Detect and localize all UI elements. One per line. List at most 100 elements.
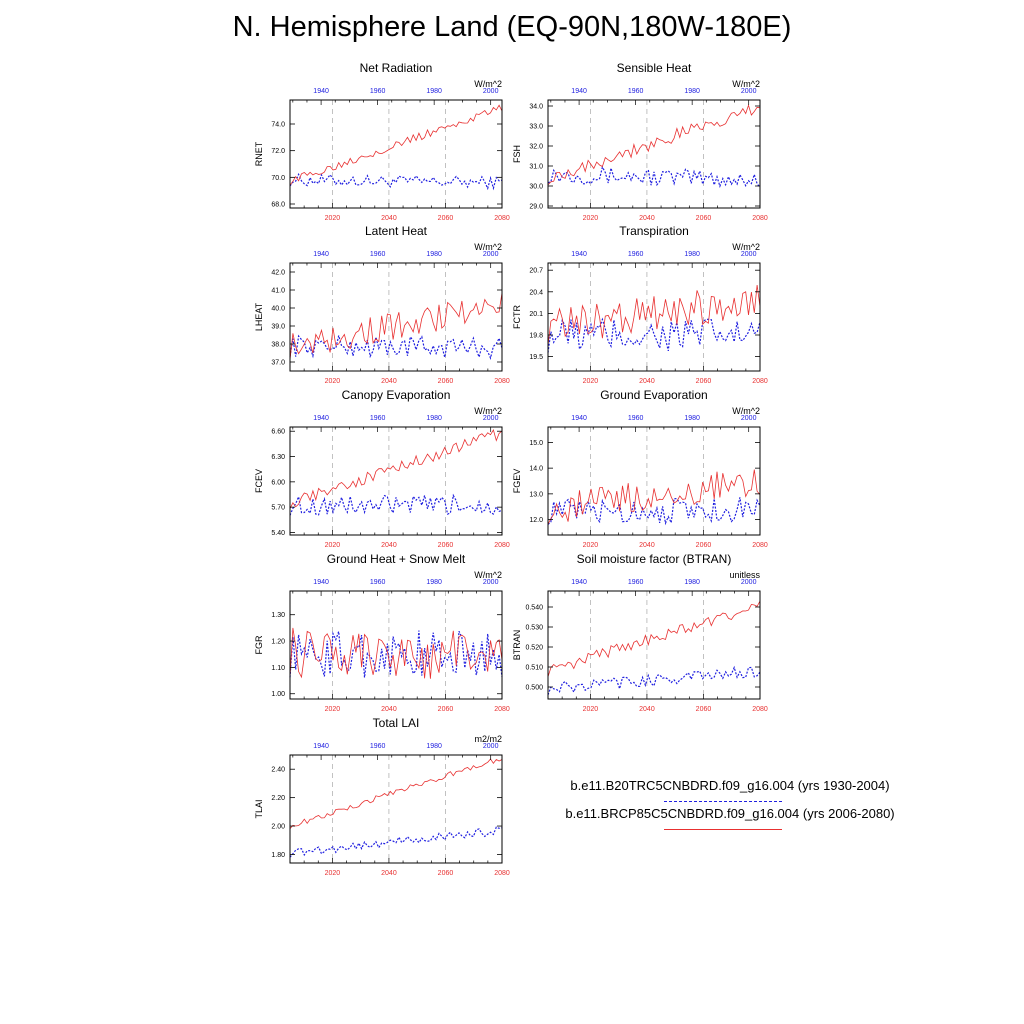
x-tick-label-future: 2020: [325, 706, 341, 713]
series-historical: [289, 630, 503, 678]
y-tick-label: 68.0: [271, 202, 285, 209]
x-tick-label-historical: 1980: [426, 88, 442, 95]
y-tick-label: 33.0: [529, 124, 543, 131]
y-tick-label: 2.40: [271, 767, 285, 774]
series-future: [289, 627, 503, 679]
y-tick-label: 0.510: [525, 665, 543, 672]
x-tick-label-future: 2020: [583, 706, 599, 713]
y-tick-label: 29.0: [529, 204, 543, 211]
x-tick-label-future: 2080: [494, 870, 510, 877]
legend-historical-label: b.e11.B20TRC5CNBDRD.f09_g16.004 (yrs 193…: [570, 778, 890, 793]
y-tick-label: 20.4: [529, 289, 543, 296]
y-tick-label: 37.0: [271, 360, 285, 367]
x-tick-label-future: 2040: [639, 542, 655, 549]
y-tick-label: 19.8: [529, 333, 543, 340]
panel-title: Canopy Evaporation: [342, 388, 451, 402]
units-label: W/m^2: [732, 79, 760, 89]
x-tick-label-future: 2080: [494, 215, 510, 222]
x-tick-label-historical: 1940: [571, 88, 587, 95]
x-tick-label-historical: 1960: [370, 743, 386, 750]
y-axis-label: FCEV: [254, 469, 264, 493]
x-tick-label-future: 2040: [639, 706, 655, 713]
x-tick-label-future: 2020: [325, 870, 341, 877]
x-tick-label-future: 2060: [696, 542, 712, 549]
panel-fgev: Ground Evaporation W/m^2 FGEV 12.0 13.0 14.0 1…: [512, 388, 768, 549]
y-tick-label: 15.0: [529, 440, 543, 447]
units-label: W/m^2: [474, 242, 502, 252]
x-tick-label-future: 2080: [752, 215, 768, 222]
y-tick-label: 6.60: [271, 429, 285, 436]
x-tick-label-historical: 1960: [370, 579, 386, 586]
x-tick-label-future: 2060: [438, 542, 454, 549]
x-tick-label-future: 2080: [752, 378, 768, 385]
x-tick-label-historical: 1960: [628, 415, 644, 422]
units-label: W/m^2: [732, 242, 760, 252]
y-tick-label: 14.0: [529, 466, 543, 473]
series-future: [289, 292, 503, 360]
x-tick-label-future: 2080: [494, 378, 510, 385]
x-tick-label-future: 2060: [438, 215, 454, 222]
x-tick-label-future: 2080: [494, 706, 510, 713]
panel-title: Transpiration: [619, 224, 689, 238]
panel-fsh: Sensible Heat W/m^2 FSH 29.0 30.0 31.0 32.0 33.…: [512, 61, 768, 222]
legend-future-line: [664, 829, 782, 830]
x-tick-label-future: 2060: [696, 215, 712, 222]
x-tick-label-historical: 1940: [313, 415, 329, 422]
series-historical: [289, 826, 503, 858]
series-historical: [547, 165, 761, 189]
y-tick-label: 32.0: [529, 144, 543, 151]
y-tick-label: 12.0: [529, 517, 543, 524]
x-tick-label-future: 2060: [696, 378, 712, 385]
panel-btran: Soil moisture factor (BTRAN) unitless BTRA…: [512, 552, 768, 713]
x-tick-label-historical: 2000: [483, 251, 499, 258]
x-tick-label-historical: 1940: [313, 88, 329, 95]
panel-tlai: Total LAI m2/m2 TLAI 1.80 2.00 2.20 2.40 2020 20…: [254, 716, 510, 877]
x-tick-label-future: 2040: [381, 706, 397, 713]
panel-title: Latent Heat: [365, 224, 428, 238]
x-tick-label-historical: 1960: [370, 88, 386, 95]
plot-frame: [289, 426, 503, 536]
x-tick-label-future: 2020: [583, 542, 599, 549]
y-tick-label: 70.0: [271, 175, 285, 182]
x-tick-label-historical: 1940: [571, 579, 587, 586]
x-tick-label-future: 2080: [752, 542, 768, 549]
panel-title: Soil moisture factor (BTRAN): [577, 552, 732, 566]
x-tick-label-future: 2040: [381, 215, 397, 222]
y-tick-label: 1.20: [271, 639, 285, 646]
x-tick-label-historical: 1980: [426, 415, 442, 422]
x-tick-label-future: 2080: [494, 542, 510, 549]
x-tick-label-future: 2020: [325, 378, 341, 385]
x-tick-label-future: 2060: [438, 378, 454, 385]
y-axis-label: BTRAN: [512, 630, 522, 661]
y-tick-label: 2.20: [271, 795, 285, 802]
y-tick-label: 42.0: [271, 270, 285, 277]
plot-frame: [547, 262, 761, 372]
panel-title: Total LAI: [373, 716, 420, 730]
x-tick-label-historical: 1960: [370, 415, 386, 422]
y-tick-label: 1.10: [271, 665, 285, 672]
y-tick-label: 19.5: [529, 354, 543, 361]
y-tick-label: 72.0: [271, 148, 285, 155]
y-tick-label: 74.0: [271, 122, 285, 129]
units-label: m2/m2: [474, 734, 502, 744]
x-tick-label-future: 2040: [639, 215, 655, 222]
x-tick-label-future: 2040: [381, 542, 397, 549]
panel-rnet: Net Radiation W/m^2 RNET 68.0 70.0 72.0 74.0 20…: [254, 61, 510, 222]
x-tick-label-future: 2040: [381, 378, 397, 385]
y-tick-label: 5.40: [271, 530, 285, 537]
series-future: [547, 284, 761, 346]
plot-frame: [289, 754, 503, 864]
y-tick-label: 34.0: [529, 104, 543, 111]
series-future: [547, 103, 761, 186]
y-tick-label: 6.30: [271, 454, 285, 461]
x-tick-label-future: 2040: [639, 378, 655, 385]
y-tick-label: 6.00: [271, 479, 285, 486]
x-tick-label-historical: 1980: [684, 415, 700, 422]
y-tick-label: 1.80: [271, 852, 285, 859]
panel-fcev: Canopy Evaporation W/m^2 FCEV 5.40 5.70 6.00 6…: [254, 388, 510, 549]
y-tick-label: 0.540: [525, 605, 543, 612]
figure-title: N. Hemisphere Land (EQ-90N,180W-180E): [232, 11, 792, 43]
y-tick-label: 40.0: [271, 306, 285, 313]
y-tick-label: 39.0: [271, 324, 285, 331]
